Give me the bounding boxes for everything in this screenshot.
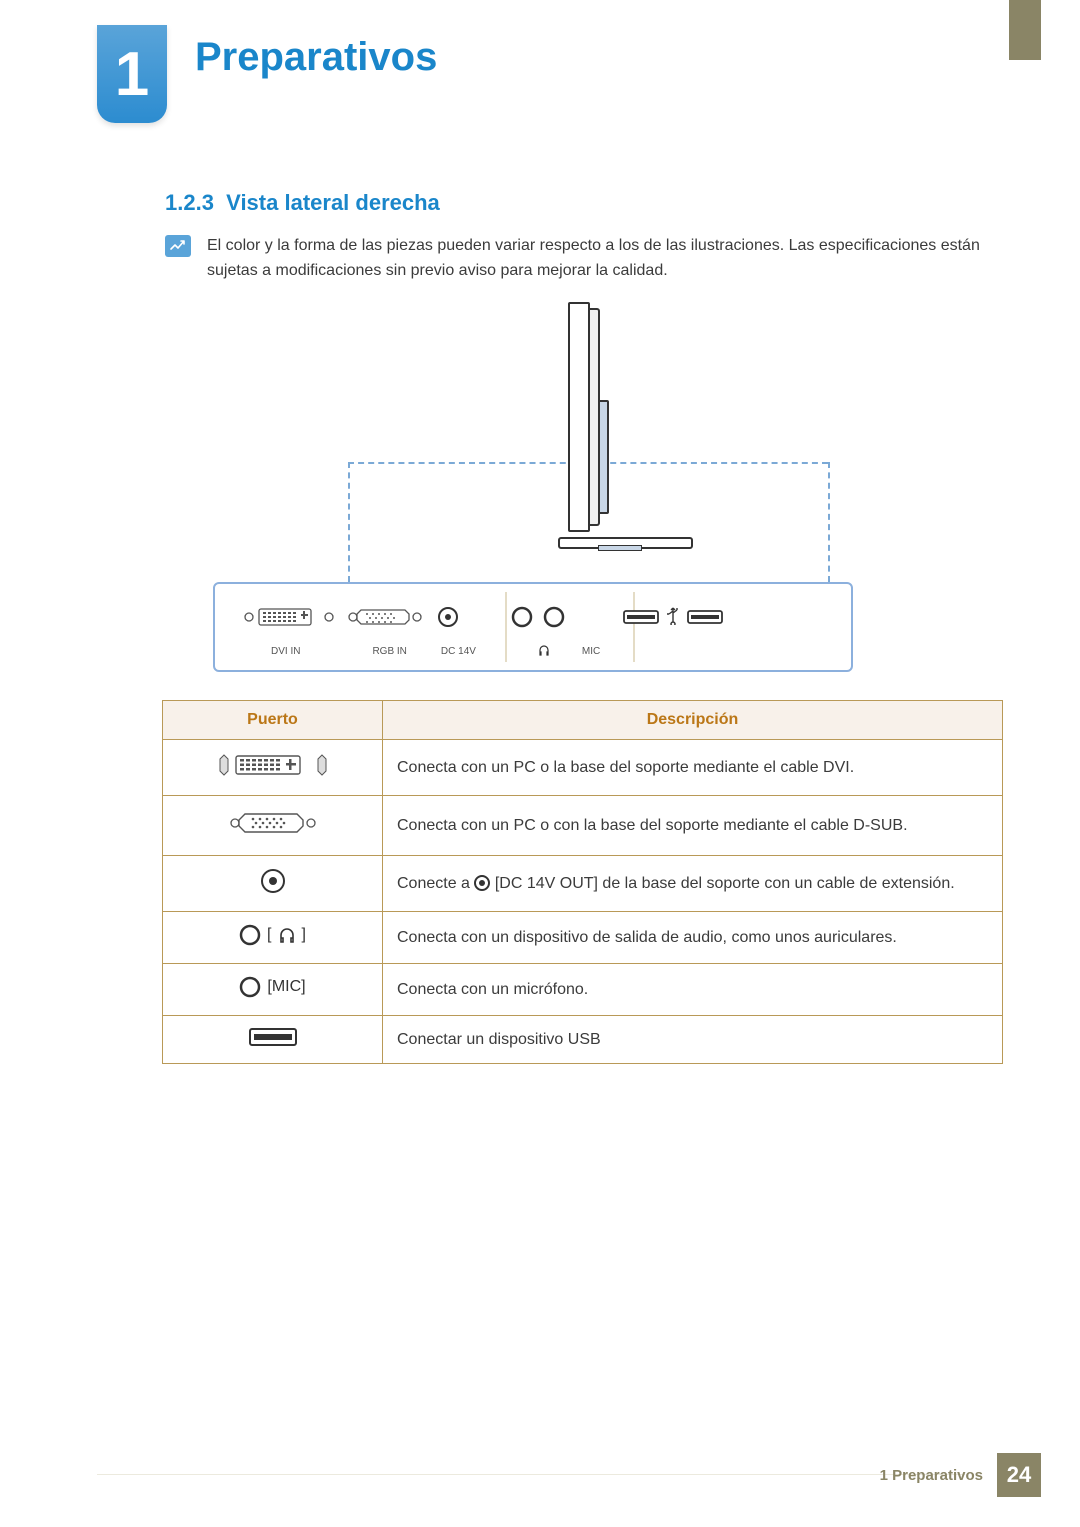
headphone-jack-icon bbox=[511, 606, 533, 628]
page-footer: 1 Preparativos 24 bbox=[880, 1453, 1041, 1497]
monitor-back bbox=[590, 308, 600, 526]
desc-cell: Conecta con un micrófono. bbox=[383, 964, 1003, 1016]
port-label-mic: MIC bbox=[582, 646, 600, 657]
desc-cell: Conecta con un dispositivo de salida de … bbox=[383, 912, 1003, 964]
table-header-port: Puerto bbox=[163, 701, 383, 740]
ports-panel: DVI IN RGB IN DC 14V MIC bbox=[213, 582, 853, 672]
usb-port-icon bbox=[687, 610, 723, 624]
note-text: El color y la forma de las piezas pueden… bbox=[207, 234, 1003, 284]
port-cell-usb bbox=[163, 1016, 383, 1064]
header-side-bar bbox=[1009, 0, 1041, 60]
desc-cell: Conecta con un PC o con la base del sopo… bbox=[383, 796, 1003, 856]
table-row: [MIC] Conecta con un micrófono. bbox=[163, 964, 1003, 1016]
table-row: [ ] Conecta con un dispositivo de salida… bbox=[163, 912, 1003, 964]
port-labels-row: DVI IN RGB IN DC 14V MIC bbox=[215, 644, 851, 659]
desc-cell: Conectar un dispositivo USB bbox=[383, 1016, 1003, 1064]
port-row bbox=[215, 599, 851, 635]
dvi-icon bbox=[218, 752, 328, 778]
section-number: 1.2.3 bbox=[165, 190, 214, 215]
usb-port-icon bbox=[623, 610, 659, 624]
port-label-dvi: DVI IN bbox=[271, 646, 300, 657]
desc-cell: Conecta con un PC o la base del soporte … bbox=[383, 740, 1003, 796]
section-title: Vista lateral derecha bbox=[226, 190, 440, 215]
note-icon bbox=[165, 235, 191, 257]
chapter-number: 1 bbox=[115, 39, 149, 110]
vga-port-icon bbox=[347, 605, 423, 629]
table-row: Conecta con un PC o con la base del sopo… bbox=[163, 796, 1003, 856]
chapter-title: Preparativos bbox=[195, 35, 437, 80]
desc-mid: [DC 14V OUT] de la base del soporte con … bbox=[495, 875, 955, 892]
port-cell-dvi bbox=[163, 740, 383, 796]
table-row: Conecte a [DC 14V OUT] de la base del so… bbox=[163, 856, 1003, 912]
monitor-panel bbox=[568, 302, 590, 532]
footer-label: 1 Preparativos bbox=[880, 1467, 983, 1484]
chapter-number-tab: 1 bbox=[97, 25, 167, 123]
footer-page-number: 24 bbox=[997, 1453, 1041, 1497]
port-cell-vga bbox=[163, 796, 383, 856]
table-row: Conectar un dispositivo USB bbox=[163, 1016, 1003, 1064]
side-view-diagram: DVI IN RGB IN DC 14V MIC bbox=[213, 302, 853, 697]
monitor-base-slot bbox=[598, 545, 642, 551]
vga-icon bbox=[227, 808, 319, 838]
desc-pre: Conecte a bbox=[397, 875, 474, 892]
manual-page: { "chapter": { "number": "1", "title": "… bbox=[0, 0, 1080, 1527]
usb-icon bbox=[249, 1028, 297, 1046]
usb-psi-icon bbox=[667, 607, 679, 628]
dc-port-icon bbox=[437, 606, 459, 628]
table-row: Conecta con un PC o la base del soporte … bbox=[163, 740, 1003, 796]
section-heading: 1.2.3 Vista lateral derecha bbox=[165, 190, 440, 216]
mic-label: [MIC] bbox=[267, 978, 305, 996]
port-cell-headphone: [ ] bbox=[163, 912, 383, 964]
mic-icon: [MIC] bbox=[239, 976, 305, 998]
table-header-row: Puerto Descripción bbox=[163, 701, 1003, 740]
dash-line-left bbox=[348, 462, 350, 582]
port-label-dc: DC 14V bbox=[441, 646, 476, 657]
monitor-side-view bbox=[558, 302, 613, 567]
inline-dc-icon bbox=[474, 875, 490, 891]
port-cell-mic: [MIC] bbox=[163, 964, 383, 1016]
dash-line-right bbox=[828, 462, 830, 582]
port-label-rgb: RGB IN bbox=[372, 646, 406, 657]
dvi-port-icon bbox=[243, 605, 335, 629]
desc-cell: Conecte a [DC 14V OUT] de la base del so… bbox=[383, 856, 1003, 912]
dc-icon bbox=[260, 868, 286, 894]
mic-jack-icon bbox=[543, 606, 565, 628]
ports-table: Puerto Descripción bbox=[162, 700, 1003, 1064]
footer-rule bbox=[97, 1474, 965, 1475]
headphone-small-icon bbox=[538, 644, 550, 659]
headphone-icon: [ ] bbox=[239, 924, 306, 946]
port-cell-dc bbox=[163, 856, 383, 912]
table-header-desc: Descripción bbox=[383, 701, 1003, 740]
